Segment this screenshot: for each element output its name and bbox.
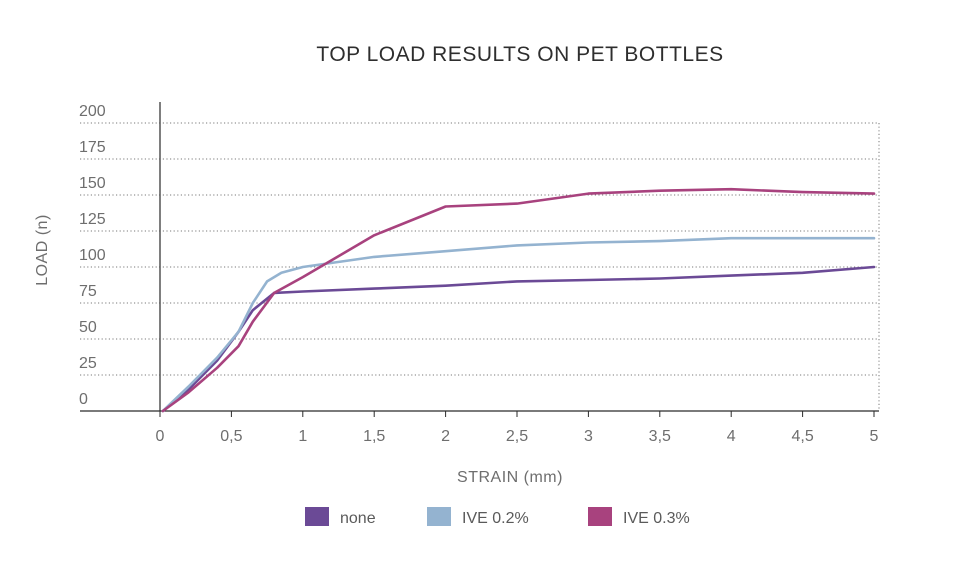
y-axis-label: LOAD (n)	[34, 214, 51, 286]
y-tick-label: 150	[79, 175, 106, 192]
series-line-ive-0-3-	[161, 187, 876, 413]
y-axis-ticks: 0 25 50 75 100 125 150 175 200	[79, 103, 106, 408]
y-tick-label: 0	[79, 391, 88, 408]
grid-lines	[80, 122, 880, 411]
series-line-none	[161, 265, 876, 413]
x-tick-label: 2	[441, 428, 450, 445]
legend-label-ive-0-2-: IVE 0.2%	[462, 510, 529, 527]
y-tick-label: 50	[79, 319, 97, 336]
x-tick-label: 4	[727, 428, 736, 445]
x-tick-label: 2,5	[506, 428, 528, 445]
legend-swatch-none	[305, 507, 329, 526]
y-tick-label: 25	[79, 355, 97, 372]
y-tick-label: 200	[79, 103, 106, 120]
legend: none IVE 0.2% IVE 0.3%	[305, 507, 690, 527]
x-tick-label: 0,5	[220, 428, 242, 445]
legend-label-none: none	[340, 510, 376, 527]
x-axis-ticks: 0 0,5 1 1,5 2 2,5 3 3,5 4 4,5 5	[156, 411, 879, 445]
x-tick-label: 1,5	[363, 428, 385, 445]
legend-swatch-ive-0-3-	[588, 507, 612, 526]
y-tick-label: 125	[79, 211, 106, 228]
x-axis-label: STRAIN (mm)	[457, 469, 563, 486]
x-tick-label: 3	[584, 428, 593, 445]
data-series	[161, 187, 876, 413]
y-tick-label: 175	[79, 139, 106, 156]
legend-swatch-ive-0-2-	[427, 507, 451, 526]
x-tick-label: 3,5	[649, 428, 671, 445]
x-tick-label: 1	[298, 428, 307, 445]
y-tick-label: 75	[79, 283, 97, 300]
x-tick-label: 5	[870, 428, 879, 445]
series-line-ive-0-2-	[161, 236, 876, 413]
legend-label-ive-0-3-: IVE 0.3%	[623, 510, 690, 527]
chart-title: TOP LOAD RESULTS ON PET BOTTLES	[316, 43, 723, 66]
y-tick-label: 100	[79, 247, 106, 264]
x-tick-label: 4,5	[791, 428, 813, 445]
x-tick-label: 0	[156, 428, 165, 445]
